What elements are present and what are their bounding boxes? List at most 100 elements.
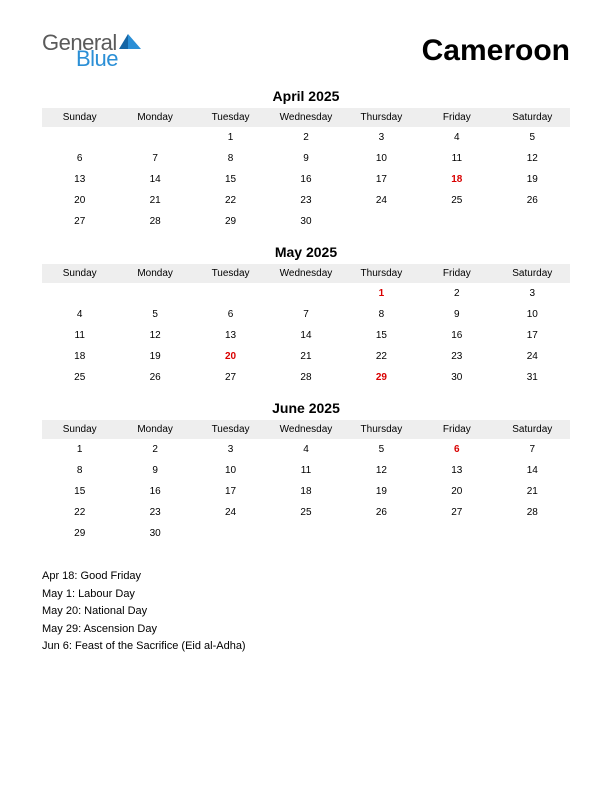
day-cell-empty bbox=[419, 523, 494, 544]
day-cell: 20 bbox=[419, 481, 494, 502]
country-title: Cameroon bbox=[422, 34, 570, 68]
day-cell: 20 bbox=[193, 346, 268, 367]
logo: General Blue bbox=[42, 32, 141, 70]
day-cell: 29 bbox=[193, 211, 268, 232]
day-cell-empty bbox=[117, 127, 192, 148]
day-cell: 6 bbox=[193, 304, 268, 325]
day-cell: 16 bbox=[419, 325, 494, 346]
day-cell: 8 bbox=[42, 460, 117, 481]
day-cell: 23 bbox=[419, 346, 494, 367]
weekday-header: Friday bbox=[419, 420, 494, 439]
day-cell: 11 bbox=[42, 325, 117, 346]
day-cell: 26 bbox=[117, 367, 192, 388]
day-cell-empty bbox=[344, 523, 419, 544]
weekday-header: Friday bbox=[419, 108, 494, 127]
day-cell-empty bbox=[42, 283, 117, 304]
day-cell: 27 bbox=[42, 211, 117, 232]
day-cell: 5 bbox=[495, 127, 570, 148]
day-cell: 11 bbox=[419, 148, 494, 169]
holiday-item: Jun 6: Feast of the Sacrifice (Eid al-Ad… bbox=[42, 638, 570, 655]
day-cell: 7 bbox=[495, 439, 570, 460]
day-cell: 6 bbox=[42, 148, 117, 169]
day-cell: 1 bbox=[344, 283, 419, 304]
day-cell: 5 bbox=[344, 439, 419, 460]
holiday-item: May 29: Ascension Day bbox=[42, 621, 570, 638]
weekday-header: Wednesday bbox=[268, 264, 343, 283]
calendar-table: SundayMondayTuesdayWednesdayThursdayFrid… bbox=[42, 108, 570, 232]
day-cell: 6 bbox=[419, 439, 494, 460]
day-cell: 30 bbox=[419, 367, 494, 388]
day-cell-empty bbox=[495, 211, 570, 232]
day-cell: 19 bbox=[495, 169, 570, 190]
weekday-header: Wednesday bbox=[268, 108, 343, 127]
day-cell: 27 bbox=[193, 367, 268, 388]
day-cell: 8 bbox=[344, 304, 419, 325]
day-cell: 7 bbox=[117, 148, 192, 169]
day-cell: 3 bbox=[495, 283, 570, 304]
header: General Blue Cameroon bbox=[42, 32, 570, 70]
day-cell: 12 bbox=[344, 460, 419, 481]
weekday-header: Sunday bbox=[42, 108, 117, 127]
weekday-header: Thursday bbox=[344, 420, 419, 439]
day-cell: 1 bbox=[42, 439, 117, 460]
day-cell: 16 bbox=[117, 481, 192, 502]
day-cell: 29 bbox=[42, 523, 117, 544]
day-cell: 24 bbox=[193, 502, 268, 523]
day-cell: 10 bbox=[495, 304, 570, 325]
day-cell: 12 bbox=[495, 148, 570, 169]
day-cell: 4 bbox=[419, 127, 494, 148]
day-cell: 11 bbox=[268, 460, 343, 481]
day-cell-empty bbox=[117, 283, 192, 304]
day-cell: 3 bbox=[344, 127, 419, 148]
day-cell: 22 bbox=[344, 346, 419, 367]
day-cell: 18 bbox=[419, 169, 494, 190]
day-cell: 19 bbox=[344, 481, 419, 502]
weekday-header: Saturday bbox=[495, 108, 570, 127]
day-cell: 12 bbox=[117, 325, 192, 346]
weekday-header: Tuesday bbox=[193, 264, 268, 283]
day-cell: 23 bbox=[268, 190, 343, 211]
weekday-header: Monday bbox=[117, 108, 192, 127]
weekday-header: Saturday bbox=[495, 264, 570, 283]
day-cell: 9 bbox=[117, 460, 192, 481]
day-cell: 30 bbox=[268, 211, 343, 232]
weekday-header: Wednesday bbox=[268, 420, 343, 439]
day-cell: 26 bbox=[495, 190, 570, 211]
weekday-header: Thursday bbox=[344, 108, 419, 127]
day-cell: 5 bbox=[117, 304, 192, 325]
weekday-header: Thursday bbox=[344, 264, 419, 283]
day-cell: 22 bbox=[193, 190, 268, 211]
day-cell: 13 bbox=[193, 325, 268, 346]
day-cell: 10 bbox=[193, 460, 268, 481]
day-cell: 28 bbox=[117, 211, 192, 232]
day-cell-empty bbox=[268, 523, 343, 544]
day-cell: 22 bbox=[42, 502, 117, 523]
day-cell: 28 bbox=[268, 367, 343, 388]
day-cell: 29 bbox=[344, 367, 419, 388]
day-cell-empty bbox=[495, 523, 570, 544]
calendar-table: SundayMondayTuesdayWednesdayThursdayFrid… bbox=[42, 264, 570, 388]
day-cell: 19 bbox=[117, 346, 192, 367]
day-cell: 2 bbox=[117, 439, 192, 460]
day-cell: 17 bbox=[344, 169, 419, 190]
weekday-header: Monday bbox=[117, 420, 192, 439]
holiday-item: May 20: National Day bbox=[42, 603, 570, 620]
day-cell: 15 bbox=[193, 169, 268, 190]
weekday-header: Saturday bbox=[495, 420, 570, 439]
day-cell: 1 bbox=[193, 127, 268, 148]
day-cell: 13 bbox=[419, 460, 494, 481]
weekday-header: Friday bbox=[419, 264, 494, 283]
day-cell: 25 bbox=[419, 190, 494, 211]
day-cell-empty bbox=[193, 523, 268, 544]
day-cell: 8 bbox=[193, 148, 268, 169]
day-cell-empty bbox=[42, 127, 117, 148]
day-cell: 7 bbox=[268, 304, 343, 325]
day-cell-empty bbox=[268, 283, 343, 304]
day-cell: 14 bbox=[268, 325, 343, 346]
day-cell-empty bbox=[344, 211, 419, 232]
day-cell: 30 bbox=[117, 523, 192, 544]
day-cell: 18 bbox=[42, 346, 117, 367]
day-cell: 13 bbox=[42, 169, 117, 190]
day-cell: 20 bbox=[42, 190, 117, 211]
day-cell-empty bbox=[193, 283, 268, 304]
